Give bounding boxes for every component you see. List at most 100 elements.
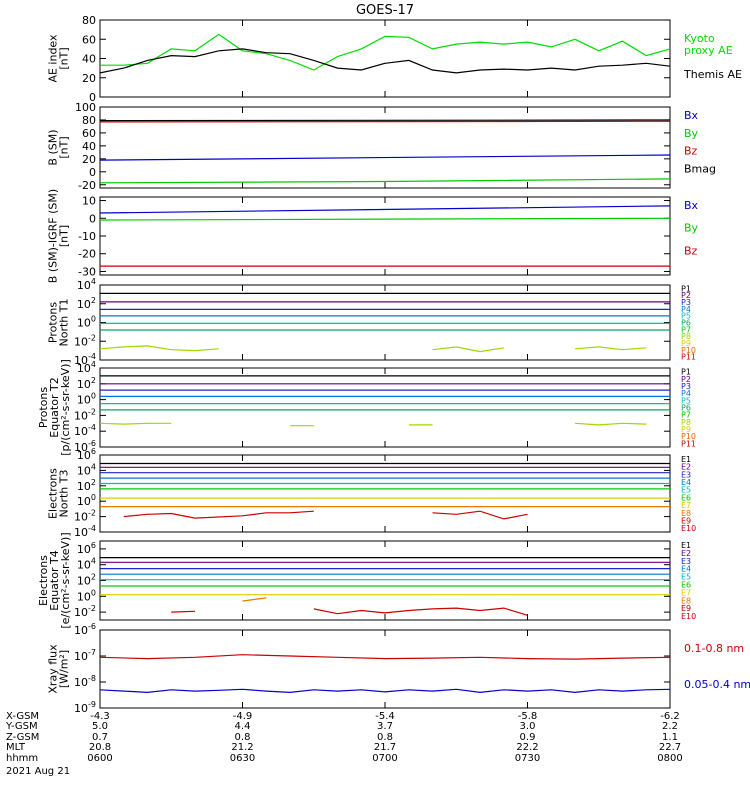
ytick-label: -30 — [78, 265, 96, 278]
channel-label-e4: E4 — [681, 565, 691, 574]
channel-label-p9: P9 — [681, 339, 691, 348]
panel-frame-electrons-t4 — [99, 540, 671, 621]
channel-label-p11: P11 — [681, 439, 696, 448]
channel-label-e7: E7 — [681, 588, 691, 597]
channel-label-e10: E10 — [681, 524, 696, 533]
channel-label-e6: E6 — [681, 493, 691, 502]
orbit-value: 22.2 — [516, 742, 539, 754]
channel-label-e5: E5 — [681, 486, 691, 495]
channel-label-e1: E1 — [681, 541, 691, 550]
orbit-column: -6.2 2.2 1.1 22.7 0800 — [645, 711, 695, 764]
panel-frame-xray — [99, 629, 671, 709]
legend-bsm-igrf-Bz: Bz — [684, 244, 698, 257]
channel-label-p7: P7 — [681, 411, 691, 420]
ytick-label: 10-4 — [74, 423, 96, 438]
channel-label-e9: E9 — [681, 604, 691, 613]
ytick-label: 106 — [77, 541, 96, 556]
ytick-label: 60 — [82, 33, 96, 46]
series-protons-t2-P8 — [99, 422, 172, 425]
orbit-value: 0600 — [87, 752, 113, 764]
ylabel-protons-t1: North T1 — [58, 299, 71, 347]
ytick-label: 10-4 — [74, 524, 96, 539]
channel-label-p4: P4 — [681, 305, 691, 314]
legend-ae-KyotoproxyAE: Kyoto — [684, 32, 715, 45]
orbit-row-label: Y-GSM — [6, 721, 38, 733]
channel-label-p3: P3 — [681, 382, 691, 391]
series-ae-ThemisAE — [99, 48, 671, 74]
orbit-row-label: hhmm — [6, 752, 39, 764]
series-electrons-t4-E9 — [171, 610, 196, 613]
ytick-label: 10-8 — [74, 674, 96, 689]
series-electrons-t4-E8 — [242, 597, 267, 602]
ytick-label: 102 — [77, 376, 96, 391]
series-protons-t1-P8 — [432, 346, 504, 353]
ylabel-xray: Xray flux — [47, 644, 60, 694]
orbit-row-label: MLT — [6, 742, 25, 754]
orbit-value: 2.2 — [662, 721, 678, 733]
channel-label-p3: P3 — [681, 298, 691, 307]
series-electrons-t4-E9 — [313, 607, 528, 616]
orbit-value: 5.0 — [92, 721, 108, 733]
orbit-value: 20.8 — [88, 742, 112, 754]
channel-label-e4: E4 — [681, 478, 691, 487]
channel-label-p1: P1 — [681, 368, 691, 377]
legend-bsm-By: By — [684, 127, 699, 140]
series-ae-KyotoproxyAE — [100, 33, 671, 71]
channel-label-e8: E8 — [681, 509, 691, 518]
channel-label-e3: E3 — [681, 470, 691, 479]
legend-bsm-Bmag: Bmag — [684, 162, 716, 175]
ylabel-protons-t2: Equator T2 — [48, 377, 61, 437]
orbit-value: 0.9 — [519, 731, 536, 743]
ytick-label: 20 — [82, 153, 96, 166]
ylabel-bsm: B (SM) — [47, 129, 60, 165]
series-bsm-Bmag — [99, 119, 671, 122]
ytick-label: 10-2 — [74, 407, 96, 422]
ylabel-protons-t2: Protons — [37, 387, 50, 428]
orbit-value: 21.2 — [231, 742, 254, 754]
orbit-value: 0.8 — [377, 731, 393, 743]
ytick-label: 0 — [89, 212, 96, 225]
ytick-label: 40 — [82, 140, 96, 153]
channel-label-p8: P8 — [681, 418, 691, 427]
series-protons-t2-P8 — [574, 422, 647, 426]
channel-label-e7: E7 — [681, 501, 691, 510]
ytick-label: 10-2 — [74, 604, 96, 619]
legend-ae-ThemisAE: Themis AE — [683, 68, 742, 81]
legend-bsm-igrf-Bx: Bx — [684, 199, 699, 212]
series-bsm-Bx — [99, 154, 671, 161]
series-electrons-t3-E9 — [123, 510, 314, 519]
ytick-label: 10-6 — [74, 622, 96, 637]
ylabel-electrons-t3: North T3 — [58, 470, 71, 518]
ylabel-electrons-t3: Electrons — [47, 468, 60, 519]
orbit-row-labels: X-GSM Y-GSM Z-GSM MLT hhmm — [6, 711, 39, 764]
orbit-value: -4.3 — [90, 711, 110, 722]
chart-title: GOES-17 — [356, 3, 414, 18]
orbit-value: 0.8 — [234, 731, 251, 743]
channel-label-e6: E6 — [681, 580, 691, 589]
channel-label-p10: P10 — [681, 346, 696, 355]
series-electrons-t3-E9 — [432, 510, 528, 520]
orbit-value: 3.0 — [519, 721, 536, 733]
orbit-value: -5.4 — [375, 711, 395, 722]
panel-frame-bsm-igrf — [99, 196, 671, 276]
ylabel-bsm: [nT] — [58, 136, 71, 158]
panel-frame-protons-t2 — [99, 367, 671, 448]
channel-label-p7: P7 — [681, 325, 691, 334]
legend-xray-0108nm: 0.1-0.8 nm — [684, 642, 744, 655]
channel-label-p2: P2 — [681, 375, 691, 384]
orbit-value: 1.1 — [662, 731, 678, 743]
channel-label-e2: E2 — [681, 463, 691, 472]
series-xray-0108nm — [99, 654, 671, 660]
ylabel-protons-t2: [p/(cm²-s-sr-keV)] — [59, 359, 72, 456]
ytick-label: 104 — [77, 462, 96, 477]
ylabel-bsm-igrf: B (SM)-IGRF (SM) — [47, 189, 60, 283]
ytick-label: 40 — [82, 53, 96, 66]
ytick-label: -10 — [78, 230, 96, 243]
ytick-label: 102 — [77, 478, 96, 493]
series-bsm-By — [99, 178, 671, 184]
ytick-label: 0 — [89, 166, 96, 179]
ytick-label: 104 — [77, 277, 96, 292]
orbit-value: 0630 — [229, 752, 256, 764]
series-protons-t1-P8 — [574, 346, 647, 351]
orbit-value: 0730 — [514, 752, 541, 764]
